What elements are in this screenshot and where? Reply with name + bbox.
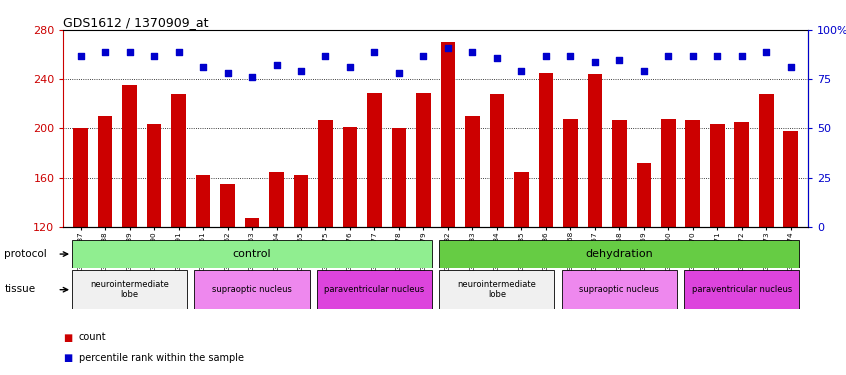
Text: control: control [233,249,272,259]
Point [490,55,503,61]
Text: neurointermediate
lobe: neurointermediate lobe [458,280,536,299]
Bar [122,86,137,227]
Bar [734,122,750,227]
Point [393,70,406,76]
Bar [710,123,725,227]
Bar [465,116,480,227]
Point [441,45,454,51]
Point [196,64,210,70]
Point [613,57,626,63]
Point [368,49,382,55]
Point [760,49,773,55]
Bar [439,240,799,268]
Point [465,49,479,55]
Point [514,68,528,74]
Bar [269,171,284,227]
Bar [612,120,627,227]
Bar [661,118,676,227]
Bar [367,93,382,227]
Point [784,64,798,70]
Text: supraoptic nucleus: supraoptic nucleus [580,285,659,294]
Bar [195,270,310,309]
Point [245,74,259,80]
Point [221,70,234,76]
Text: supraoptic nucleus: supraoptic nucleus [212,285,292,294]
Bar [416,93,431,227]
Bar [195,175,211,227]
Bar [636,163,651,227]
Bar [72,240,432,268]
Point [270,62,283,68]
Bar [490,94,504,227]
Text: paraventricular nucleus: paraventricular nucleus [692,285,792,294]
Point [637,68,651,74]
Text: protocol: protocol [4,249,47,259]
Bar [439,270,554,309]
Point [417,53,431,58]
Point [123,49,136,55]
Point [588,58,602,64]
Bar [220,184,235,227]
Point [343,64,357,70]
Text: GDS1612 / 1370909_at: GDS1612 / 1370909_at [63,16,209,29]
Bar [514,171,529,227]
Bar [587,74,602,227]
Bar [74,128,88,227]
Point [74,53,87,58]
Bar [539,73,553,227]
Point [686,53,700,58]
Bar [294,175,308,227]
Bar [244,218,260,227]
Text: neurointermediate
lobe: neurointermediate lobe [91,280,169,299]
Text: ■: ■ [63,353,73,363]
Point [735,53,749,58]
Point [319,53,332,58]
Bar [562,270,677,309]
Bar [441,42,455,227]
Text: tissue: tissue [4,285,36,294]
Bar [392,128,406,227]
Bar [684,270,799,309]
Point [711,53,724,58]
Bar [72,270,187,309]
Text: dehydration: dehydration [585,249,653,259]
Text: paraventricular nucleus: paraventricular nucleus [324,285,425,294]
Bar [98,116,113,227]
Bar [685,120,700,227]
Point [294,68,308,74]
Text: count: count [79,333,107,342]
Bar [563,118,578,227]
Point [98,49,112,55]
Text: percentile rank within the sample: percentile rank within the sample [79,353,244,363]
Bar [343,127,357,227]
Point [563,53,577,58]
Text: ■: ■ [63,333,73,342]
Bar [783,131,798,227]
Point [172,49,185,55]
Bar [317,270,432,309]
Point [539,53,552,58]
Bar [171,94,186,227]
Point [147,53,161,58]
Bar [318,120,332,227]
Bar [759,94,773,227]
Point [662,53,675,58]
Bar [146,123,162,227]
